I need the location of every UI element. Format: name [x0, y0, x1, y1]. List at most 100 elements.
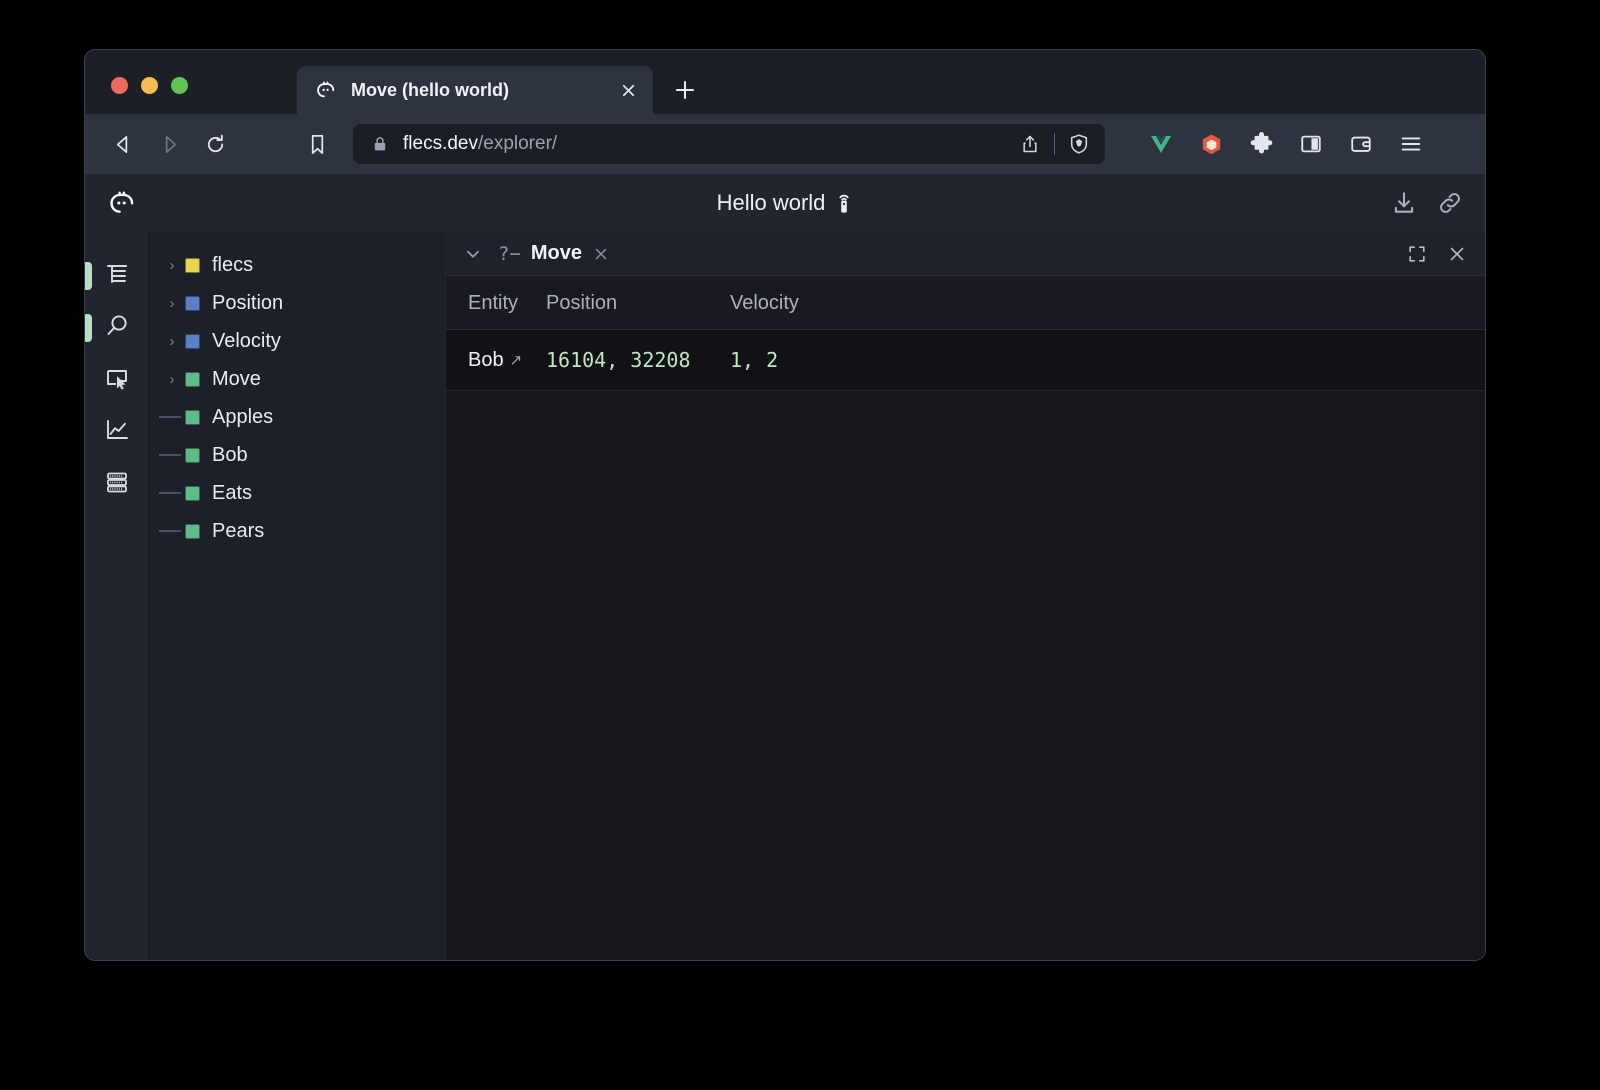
url-host: flecs.dev — [403, 133, 478, 154]
app-body: › flecs › Position › Velocity › Move Apples Bob Ea… — [85, 232, 1485, 960]
remote-signal-icon — [835, 191, 853, 215]
reload-button[interactable] — [197, 126, 233, 162]
tree-outline-icon — [103, 260, 131, 293]
share-icon[interactable] — [1014, 128, 1046, 160]
query-results-table: Entity Position Velocity Bob ↗ 16104, 3220… — [446, 276, 1485, 960]
forward-button[interactable] — [151, 126, 187, 162]
tree-item-swatch — [185, 523, 200, 539]
back-button[interactable] — [105, 126, 141, 162]
wallet-icon[interactable] — [1347, 130, 1375, 158]
tree-item-label: Eats — [212, 481, 253, 504]
entity-tree-panel[interactable]: › flecs › Position › Velocity › Move Apples Bob Ea… — [149, 232, 445, 960]
address-bar[interactable]: flecs.dev/explorer/ — [353, 124, 1105, 164]
tree-item[interactable]: Bob — [149, 436, 445, 474]
extension-icons — [1147, 130, 1425, 158]
tree-item-label: Bob — [212, 443, 248, 466]
column-header-velocity[interactable]: Velocity — [730, 276, 1485, 330]
sidebar-panel-icon[interactable] — [1297, 130, 1325, 158]
maximize-window-button[interactable] — [171, 77, 188, 94]
download-icon[interactable] — [1391, 190, 1417, 216]
browser-tab[interactable]: Move (hello world) — [297, 66, 653, 114]
tree-expand-icon[interactable]: › — [169, 370, 175, 388]
flecs-logo-icon — [313, 78, 337, 102]
tree-item-swatch — [185, 409, 200, 425]
tree-expand-icon[interactable]: › — [169, 294, 175, 312]
sidebar-item-chart[interactable] — [85, 406, 148, 458]
flecs-logo-icon[interactable] — [105, 187, 137, 219]
tree-item-swatch — [185, 371, 200, 387]
close-window-button[interactable] — [111, 77, 128, 94]
open-entity-icon[interactable]: ↗ — [509, 352, 523, 369]
entity-name[interactable]: Bob — [468, 348, 504, 371]
tree-item-swatch — [185, 257, 200, 273]
tree-item-label: Pears — [212, 519, 265, 542]
puzzle-extensions-icon[interactable] — [1247, 130, 1275, 158]
app-icon-rail — [85, 232, 149, 960]
select-cursor-icon — [103, 364, 131, 397]
tree-expand-icon[interactable]: › — [169, 332, 175, 350]
new-tab-button[interactable] — [671, 76, 699, 104]
minimize-window-button[interactable] — [141, 77, 158, 94]
server-stack-icon — [103, 468, 131, 501]
results-table: Entity Position Velocity Bob ↗ 16104, 3220… — [446, 276, 1485, 391]
tree-item[interactable]: Eats — [149, 474, 445, 512]
tree-leaf-connector — [159, 416, 185, 418]
page-title: Hello world — [716, 190, 826, 215]
vue-devtools-icon[interactable] — [1147, 130, 1175, 158]
table-row[interactable]: Bob ↗ 16104, 32208 1, 2 — [446, 329, 1485, 391]
close-panel-icon[interactable] — [1447, 244, 1467, 264]
tree-expand-icon[interactable]: › — [169, 256, 175, 274]
tree-leaf-connector — [159, 492, 185, 494]
browser-tab-title: Move (hello world) — [351, 79, 510, 100]
column-header-position[interactable]: Position — [546, 276, 730, 330]
browser-window: Move (hello world) — [85, 50, 1485, 960]
query-name: Move — [530, 242, 583, 264]
sidebar-item-search[interactable] — [85, 302, 148, 354]
tree-item-label: Velocity — [212, 329, 281, 352]
sidebar-item-select[interactable] — [85, 354, 148, 406]
chevron-down-icon[interactable] — [460, 241, 486, 267]
column-header-entity[interactable]: Entity — [446, 276, 546, 330]
active-indicator — [85, 262, 92, 290]
query-panel-header: ?− Move — [446, 232, 1485, 276]
link-share-icon[interactable] — [1437, 190, 1463, 216]
tree-item-label: Apples — [212, 405, 274, 428]
tree-item[interactable]: Pears — [149, 512, 445, 550]
line-chart-icon — [103, 416, 131, 449]
lock-icon — [371, 135, 389, 153]
cell-position: 16104, 32208 — [546, 329, 730, 391]
tree-item[interactable]: › Move — [149, 360, 445, 398]
tree-item[interactable]: › Velocity — [149, 322, 445, 360]
address-bar-url: flecs.dev/explorer/ — [403, 133, 1014, 155]
table-header-row: Entity Position Velocity — [446, 276, 1485, 330]
tree-item[interactable]: Apples — [149, 398, 445, 436]
tree-item-swatch — [185, 333, 200, 349]
tree-leaf-connector — [159, 454, 185, 456]
tree-leaf-connector — [159, 530, 185, 532]
brave-shield-icon[interactable] — [1063, 128, 1095, 160]
hamburger-menu-icon[interactable] — [1397, 130, 1425, 158]
hex-extension-icon[interactable] — [1197, 130, 1225, 158]
tree-item-swatch — [185, 447, 200, 463]
query-prefix: ?− — [498, 242, 521, 265]
fullscreen-icon[interactable] — [1407, 244, 1427, 264]
sidebar-item-tree[interactable] — [85, 250, 148, 302]
query-results-panel: ?− Move — [445, 232, 1485, 960]
toolbar-divider — [1054, 133, 1055, 155]
cell-entity[interactable]: Bob ↗ — [446, 329, 546, 391]
results-table-body: Bob ↗ 16104, 32208 1, 2 — [446, 329, 1485, 391]
app-header-actions — [1391, 190, 1463, 216]
tree-item[interactable]: › flecs — [149, 246, 445, 284]
window-traffic-lights — [111, 77, 188, 94]
tree-item-label: Move — [212, 367, 261, 390]
cell-velocity: 1, 2 — [730, 329, 1485, 391]
query-remove-icon[interactable] — [592, 245, 610, 263]
tree-item[interactable]: › Position — [149, 284, 445, 322]
tab-close-icon[interactable] — [617, 79, 639, 101]
app-title-group: Hello world — [85, 190, 1485, 216]
app-header: Hello world — [85, 174, 1485, 232]
url-path: /explorer/ — [477, 133, 558, 154]
sidebar-item-server[interactable] — [85, 458, 148, 510]
bookmark-icon[interactable] — [299, 126, 335, 162]
browser-toolbar: flecs.dev/explorer/ — [85, 114, 1485, 174]
